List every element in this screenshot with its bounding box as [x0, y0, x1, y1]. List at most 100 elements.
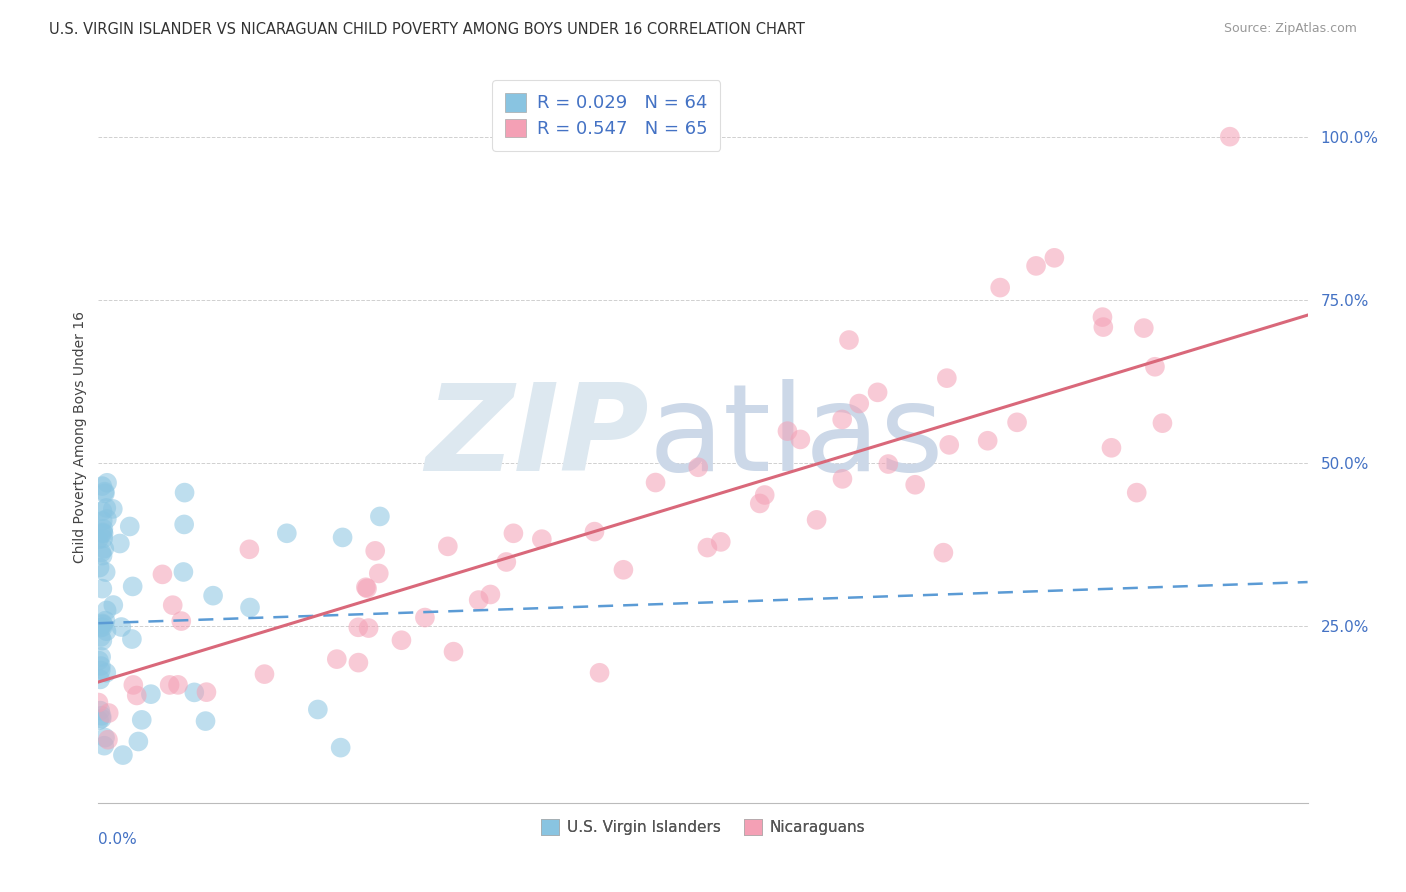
Point [806, 513, 828, 527]
Point [437, 540, 460, 554]
Point [121, 632, 143, 646]
Point [354, 580, 377, 594]
Point [367, 566, 389, 581]
Point [239, 600, 262, 615]
Point [139, 687, 162, 701]
Point [789, 433, 811, 447]
Point [332, 530, 354, 544]
Point [91, 479, 114, 493]
Point [848, 396, 870, 410]
Point [93, 739, 115, 753]
Point [93, 526, 115, 541]
Point [988, 280, 1011, 294]
Point [91, 582, 114, 596]
Point [131, 713, 153, 727]
Point [173, 485, 195, 500]
Point [91, 633, 114, 648]
Legend: U.S. Virgin Islanders, Nicaraguans: U.S. Virgin Islanders, Nicaraguans [533, 812, 873, 843]
Point [125, 689, 148, 703]
Point [90, 526, 112, 541]
Point [89, 704, 111, 718]
Point [976, 434, 998, 448]
Point [91, 504, 114, 518]
Point [935, 371, 957, 385]
Point [183, 685, 205, 699]
Point [1143, 359, 1166, 374]
Point [1092, 320, 1115, 334]
Point [152, 567, 174, 582]
Point [479, 587, 502, 601]
Point [87, 533, 110, 547]
Text: Source: ZipAtlas.com: Source: ZipAtlas.com [1223, 22, 1357, 36]
Point [583, 524, 606, 539]
Point [307, 702, 329, 716]
Point [831, 412, 853, 426]
Point [108, 536, 131, 550]
Point [688, 460, 710, 475]
Point [347, 620, 370, 634]
Point [329, 740, 352, 755]
Point [121, 579, 143, 593]
Point [91, 532, 114, 546]
Point [96, 603, 118, 617]
Point [94, 731, 117, 745]
Point [101, 502, 124, 516]
Text: atlas: atlas [648, 378, 945, 496]
Point [696, 541, 718, 555]
Point [866, 385, 889, 400]
Point [253, 667, 276, 681]
Point [89, 621, 111, 635]
Point [612, 563, 634, 577]
Point [838, 333, 860, 347]
Point [118, 519, 141, 533]
Point [91, 514, 114, 528]
Point [90, 659, 112, 673]
Point [326, 652, 349, 666]
Point [1101, 441, 1123, 455]
Point [276, 526, 298, 541]
Point [1219, 129, 1241, 144]
Point [356, 582, 378, 596]
Point [1005, 415, 1028, 429]
Point [932, 546, 955, 560]
Y-axis label: Child Poverty Among Boys Under 16: Child Poverty Among Boys Under 16 [73, 311, 87, 563]
Point [748, 496, 770, 510]
Point [90, 630, 112, 644]
Point [89, 673, 111, 687]
Point [90, 708, 112, 723]
Point [96, 665, 118, 680]
Point [347, 656, 370, 670]
Point [159, 678, 181, 692]
Point [357, 621, 380, 635]
Point [127, 734, 149, 748]
Text: ZIP: ZIP [425, 378, 648, 496]
Point [588, 665, 610, 680]
Point [413, 610, 436, 624]
Point [111, 748, 134, 763]
Point [1025, 259, 1047, 273]
Point [938, 438, 960, 452]
Point [90, 649, 112, 664]
Point [87, 696, 110, 710]
Point [91, 549, 114, 563]
Point [1043, 251, 1066, 265]
Point [90, 546, 112, 560]
Point [87, 654, 110, 668]
Point [91, 616, 114, 631]
Point [172, 565, 194, 579]
Point [194, 714, 217, 728]
Point [754, 488, 776, 502]
Point [93, 522, 115, 536]
Point [877, 457, 900, 471]
Point [1091, 310, 1114, 325]
Point [90, 712, 112, 726]
Point [167, 678, 190, 692]
Point [238, 542, 260, 557]
Point [1133, 321, 1156, 335]
Point [162, 598, 184, 612]
Point [94, 486, 117, 500]
Point [1152, 416, 1174, 430]
Point [904, 477, 927, 491]
Point [97, 706, 120, 720]
Point [96, 512, 118, 526]
